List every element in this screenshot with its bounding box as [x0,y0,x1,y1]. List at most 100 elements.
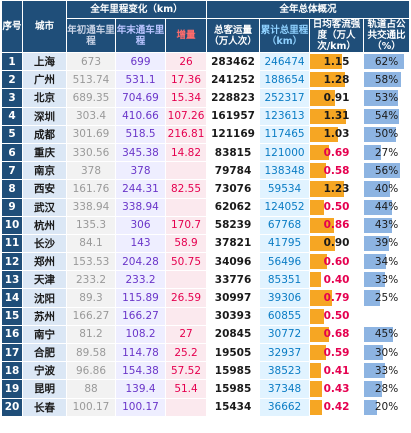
cumulative-mileage-cell: 32937 [259,342,311,363]
table-row: 10 杭州 135.3 306 170.7 58239 67768 0.86 43% [1,215,411,235]
table-row: 16 南宁 81.2 108.2 27 20845 30772 0.68 45% [1,324,411,345]
transit-share-cell [363,306,411,326]
city-cell: 武汉 [22,197,67,217]
increase-cell: 216.81 [164,124,208,144]
transit-share-cell: 20% [363,397,411,417]
start-mileage-cell: 233.2 [66,270,116,290]
daily-intensity-cell: 0.58 [309,161,365,181]
table-row: 11 长沙 84.1 143 58.9 37821 41795 0.90 39% [1,233,411,254]
share-bar [364,217,392,233]
total-ridership-cell: 73076 [206,179,261,199]
table-row: 14 沈阳 89.3 115.89 26.59 30997 39306 0.79 25% [1,288,411,308]
metro-stats-table: 序号 城市 全年里程变化（km） 全年总体概况 年初通车里程 年末通车里程 增量… [1,0,411,417]
share-value: 58% [374,73,399,86]
total-ridership-cell: 30393 [206,306,261,326]
rank-cell: 8 [1,179,23,199]
transit-share-cell: 62% [363,51,411,72]
daily-intensity-cell: 0.68 [309,324,365,345]
total-ridership-cell: 33776 [206,270,261,290]
city-cell: 昆明 [22,379,67,399]
intensity-bar [310,381,322,397]
cumulative-mileage-cell: 117465 [259,124,311,144]
transit-share-cell: 56% [363,161,411,181]
intensity-value: 1.28 [323,73,350,86]
cumulative-mileage-cell: 59534 [259,179,311,199]
increase-cell: 17.36 [164,70,208,90]
share-value: 20% [374,401,399,414]
rank-cell: 17 [1,342,23,363]
end-mileage-cell: 166.27 [115,306,166,326]
city-cell: 北京 [22,88,67,108]
table-row: 2 广州 513.74 531.1 17.36 241252 188654 1.28 58% [1,70,411,90]
table-row: 9 武汉 338.94 338.94 62062 124052 0.50 44% [1,197,411,217]
total-ridership-cell: 15985 [206,361,261,381]
end-mileage-cell: 114.78 [115,342,166,363]
city-cell: 长春 [22,397,67,417]
table-row: 13 天津 233.2 233.2 33776 85351 0.40 33% [1,270,411,290]
rank-cell: 4 [1,106,23,126]
intensity-bar [310,126,339,142]
cumulative-mileage-cell: 188654 [259,70,311,90]
daily-intensity-cell: 0.59 [309,342,365,363]
rank-cell: 9 [1,197,23,217]
daily-intensity-cell: 0.90 [309,233,365,254]
intensity-value: 0.50 [323,201,350,214]
intensity-bar [310,399,322,415]
rank-cell: 7 [1,161,23,181]
header-transit-share: 轨道占公共交通比（%） [363,18,411,53]
intensity-bar [310,235,335,252]
share-value: 50% [374,128,399,141]
daily-intensity-cell: 0.69 [309,142,365,163]
city-cell: 长沙 [22,233,67,254]
table-row: 19 昆明 88 139.4 51.4 15985 37348 0.43 28% [1,379,411,399]
end-mileage-cell: 378 [115,161,166,181]
total-ridership-cell: 241252 [206,70,261,90]
intensity-value: 0.90 [323,237,350,250]
start-mileage-cell: 338.94 [66,197,116,217]
table-row: 12 郑州 153.53 204.28 50.75 34096 56496 0.60 34% [1,252,411,272]
total-ridership-cell: 83815 [206,142,261,163]
cumulative-mileage-cell: 124052 [259,197,311,217]
header-daily-intensity: 日均客流强度（万人次/km） [309,18,365,53]
total-ridership-cell: 283462 [206,51,261,72]
intensity-value: 0.43 [323,382,350,395]
cumulative-mileage-cell: 41795 [259,233,311,254]
intensity-value: 0.59 [323,346,350,359]
start-mileage-cell: 84.1 [66,233,116,254]
daily-intensity-cell: 0.40 [309,270,365,290]
rank-cell: 19 [1,379,23,399]
share-value: 40% [374,182,399,195]
increase-cell [164,270,208,290]
transit-share-cell: 27% [363,142,411,163]
start-mileage-cell: 303.4 [66,106,116,126]
rank-cell: 15 [1,306,23,326]
city-cell: 杭州 [22,215,67,235]
share-bar [364,272,386,288]
share-bar [364,108,399,124]
start-mileage-cell: 81.2 [66,324,116,345]
intensity-value: 1.31 [323,110,350,123]
city-cell: 郑州 [22,252,67,272]
transit-share-cell: 33% [363,270,411,290]
start-mileage-cell: 689.35 [66,88,116,108]
rank-cell: 11 [1,233,23,254]
total-ridership-cell: 161957 [206,106,261,126]
intensity-value: 0.79 [323,292,350,305]
header-increase: 增量 [164,18,208,53]
transit-share-cell: 30% [363,342,411,363]
start-mileage-cell: 100.17 [66,397,116,417]
total-ridership-cell: 228823 [206,88,261,108]
table-row: 1 上海 673 699 26 283462 246474 1.15 62% [1,51,411,72]
transit-share-cell: 28% [363,379,411,399]
increase-cell: 15.34 [164,88,208,108]
daily-intensity-cell: 0.50 [309,197,365,217]
increase-cell [164,197,208,217]
daily-intensity-cell: 1.15 [309,51,365,72]
cumulative-mileage-cell: 67768 [259,215,311,235]
header-city: 城市 [22,0,67,53]
intensity-bar [310,272,322,288]
intensity-bar [310,326,329,342]
end-mileage-cell: 204.28 [115,252,166,272]
start-mileage-cell: 673 [66,51,116,72]
rank-cell: 10 [1,215,23,235]
